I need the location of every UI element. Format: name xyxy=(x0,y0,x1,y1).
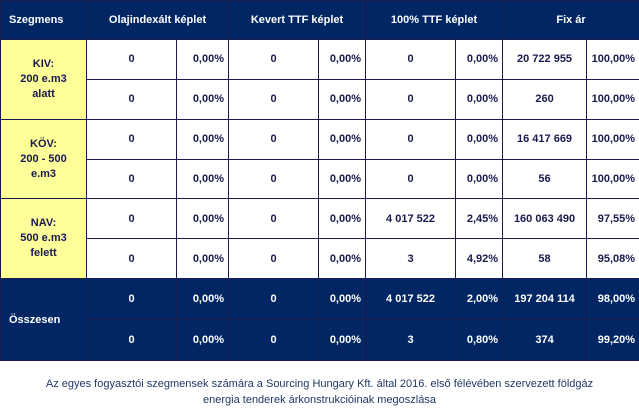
cell-oil-value: 0 xyxy=(86,39,177,80)
cell-mixed-share: 0,00% xyxy=(318,39,367,80)
cell-oil-share: 0,00% xyxy=(175,198,230,240)
cell-fixed-value: 16 417 669 xyxy=(502,118,588,160)
cell-mixed-share: 0,00% xyxy=(318,278,367,321)
caption-line-2: energia tenderek árkonstrukcióinak megos… xyxy=(203,394,436,406)
table-row: KÖV: 200 - 500 e.m3 0 0,00% 0 0,00% 0 0,00% 16 41… xyxy=(0,118,639,200)
segment-label: KIV: 200 e.m3 alatt xyxy=(0,39,87,120)
cell-fixed-share: 99,20% xyxy=(586,319,639,361)
segment-label-line: 200 e.m3 xyxy=(20,72,67,85)
total-row: 0 0,00% 0 0,00% 3 0,80% 374 99,20% xyxy=(1,319,639,361)
cell-fixed-value: 374 xyxy=(502,319,588,361)
header-row: Szegmens Olajindexált képlet Kevert TTF … xyxy=(0,0,639,40)
cell-fixed-share: 100,00% xyxy=(586,78,639,120)
cell-fixed-share: 100,00% xyxy=(586,118,639,160)
header-fixed-price: Fix ár xyxy=(502,0,639,40)
cell-oil-value: 0 xyxy=(86,78,177,120)
table-row: 0 0,00% 0 0,00% 0 0,00% 56 100,00% xyxy=(1,158,639,200)
cell-oil-value: 0 xyxy=(86,158,177,200)
cell-oil-value: 0 xyxy=(86,198,177,240)
cell-mixed-share: 0,00% xyxy=(318,238,367,280)
cell-ttf100-share: 2,00% xyxy=(455,278,504,321)
segment-label-line: e.m3 xyxy=(30,167,57,180)
segment-label-line: KIV: xyxy=(32,57,55,70)
cell-ttf100-share: 2,45% xyxy=(455,198,504,240)
cell-mixed-share: 0,00% xyxy=(318,158,367,200)
cell-ttf100-value: 4 017 522 xyxy=(365,198,457,240)
cell-oil-share: 0,00% xyxy=(175,319,230,361)
cell-fixed-share: 98,00% xyxy=(586,278,639,321)
cell-oil-value: 0 xyxy=(86,238,177,280)
cell-ttf100-share: 0,00% xyxy=(455,39,504,80)
segment-label-line: NAV: xyxy=(30,217,57,230)
cell-ttf100-share: 0,00% xyxy=(455,158,504,200)
segment-label-line: 500 e.m3 xyxy=(20,232,67,245)
cell-mixed-value: 0 xyxy=(228,278,320,321)
cell-mixed-share: 0,00% xyxy=(318,78,367,120)
cell-ttf100-value: 4 017 522 xyxy=(365,278,457,321)
total-row: Összesen 0 0,00% 0 0,00% 4 017 522 2,00% 197 20… xyxy=(0,278,639,361)
cell-oil-value: 0 xyxy=(86,278,177,321)
cell-mixed-value: 0 xyxy=(228,319,320,361)
cell-fixed-share: 100,00% xyxy=(586,158,639,200)
segment-price-table: Szegmens Olajindexált képlet Kevert TTF … xyxy=(0,0,639,361)
cell-oil-share: 0,00% xyxy=(175,118,230,160)
cell-mixed-value: 0 xyxy=(228,118,320,160)
header-100-ttf-formula: 100% TTF képlet xyxy=(365,0,504,40)
table-row: 0 0,00% 0 0,00% 0 0,00% 260 100,00% xyxy=(1,78,639,120)
segment-label-line: alatt xyxy=(32,87,55,100)
cell-ttf100-value: 3 xyxy=(365,238,457,280)
cell-fixed-value: 160 063 490 xyxy=(502,198,588,240)
cell-mixed-value: 0 xyxy=(228,238,320,280)
cell-mixed-value: 0 xyxy=(228,39,320,80)
cell-ttf100-share: 0,00% xyxy=(455,118,504,160)
header-segment: Szegmens xyxy=(0,0,87,40)
cell-ttf100-share: 4,92% xyxy=(455,238,504,280)
cell-mixed-value: 0 xyxy=(228,198,320,240)
cell-mixed-value: 0 xyxy=(228,78,320,120)
segment-label-line: 200 - 500 xyxy=(20,152,67,165)
cell-oil-share: 0,00% xyxy=(175,78,230,120)
cell-fixed-share: 100,00% xyxy=(586,39,639,80)
cell-ttf100-share: 0,80% xyxy=(455,319,504,361)
header-mixed-ttf-formula: Kevert TTF képlet xyxy=(228,0,367,40)
cell-oil-value: 0 xyxy=(86,319,177,361)
cell-mixed-share: 0,00% xyxy=(318,319,367,361)
cell-fixed-share: 97,55% xyxy=(586,198,639,240)
cell-ttf100-value: 0 xyxy=(365,158,457,200)
segment-label: KÖV: 200 - 500 e.m3 xyxy=(0,118,87,200)
cell-oil-share: 0,00% xyxy=(175,158,230,200)
cell-ttf100-value: 0 xyxy=(365,118,457,160)
cell-mixed-share: 0,00% xyxy=(318,198,367,240)
cell-fixed-value: 197 204 114 xyxy=(502,278,588,321)
cell-fixed-value: 58 xyxy=(502,238,588,280)
segment-label: NAV: 500 e.m3 felett xyxy=(0,198,87,280)
table-caption: Az egyes fogyasztói szegmensek számára a… xyxy=(0,376,639,408)
cell-fixed-value: 260 xyxy=(502,78,588,120)
cell-ttf100-value: 0 xyxy=(365,39,457,80)
table-row: KIV: 200 e.m3 alatt 0 0,00% 0 0,00% 0 0,00% 20 72… xyxy=(0,39,639,120)
cell-mixed-share: 0,00% xyxy=(318,118,367,160)
segment-label-line: felett xyxy=(30,247,57,260)
table-row: NAV: 500 e.m3 felett 0 0,00% 0 0,00% 4 017 522 2… xyxy=(0,198,639,280)
cell-ttf100-value: 3 xyxy=(365,319,457,361)
cell-ttf100-share: 0,00% xyxy=(455,78,504,120)
cell-fixed-value: 56 xyxy=(502,158,588,200)
cell-mixed-value: 0 xyxy=(228,158,320,200)
caption-line-1: Az egyes fogyasztói szegmensek számára a… xyxy=(45,378,594,390)
cell-oil-share: 0,00% xyxy=(175,238,230,280)
cell-fixed-value: 20 722 955 xyxy=(502,39,588,80)
cell-oil-value: 0 xyxy=(86,118,177,160)
total-label: Összesen xyxy=(0,278,87,361)
cell-oil-share: 0,00% xyxy=(175,39,230,80)
cell-ttf100-value: 0 xyxy=(365,78,457,120)
cell-fixed-share: 95,08% xyxy=(586,238,639,280)
table-row: 0 0,00% 0 0,00% 3 4,92% 58 95,08% xyxy=(1,238,639,280)
segment-label-line: KÖV: xyxy=(30,137,57,150)
header-oil-formula: Olajindexált képlet xyxy=(85,0,230,40)
cell-oil-share: 0,00% xyxy=(175,278,230,321)
